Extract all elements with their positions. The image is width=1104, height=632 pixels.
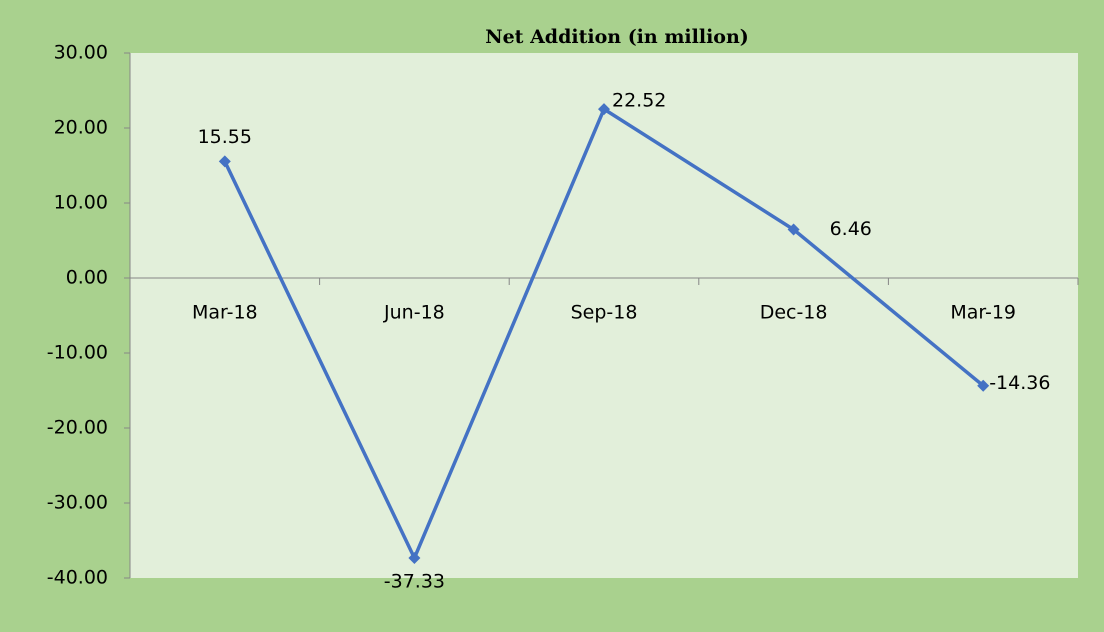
x-tick-label: Mar-19 bbox=[950, 302, 1016, 324]
plot-area bbox=[130, 53, 1078, 578]
marker bbox=[408, 551, 421, 564]
x-tick-label: Sep-18 bbox=[571, 302, 638, 324]
y-tick-label: -20.00 bbox=[47, 417, 108, 439]
marker bbox=[218, 155, 231, 168]
y-tick-label: -30.00 bbox=[47, 492, 108, 514]
y-tick-label: -40.00 bbox=[47, 567, 108, 589]
marker bbox=[787, 223, 800, 236]
marker bbox=[598, 103, 610, 116]
data-label: 15.55 bbox=[198, 126, 252, 148]
marker bbox=[977, 379, 990, 392]
x-tick-label: Jun-18 bbox=[383, 302, 445, 324]
data-label: 6.46 bbox=[830, 218, 872, 240]
y-tick-label: 10.00 bbox=[54, 192, 108, 214]
data-label: -14.36 bbox=[989, 372, 1050, 394]
chart-title: Net Addition (in million) bbox=[485, 26, 749, 48]
x-tick-label: Dec-18 bbox=[760, 302, 828, 324]
data-label: -37.33 bbox=[384, 570, 445, 592]
y-tick-label: 30.00 bbox=[54, 42, 108, 64]
y-tick-label: 20.00 bbox=[54, 117, 108, 139]
y-tick-label: -10.00 bbox=[47, 342, 108, 364]
data-label: 22.52 bbox=[612, 90, 666, 112]
x-tick-label: Mar-18 bbox=[192, 302, 258, 324]
y-tick-label: 0.00 bbox=[66, 267, 108, 289]
